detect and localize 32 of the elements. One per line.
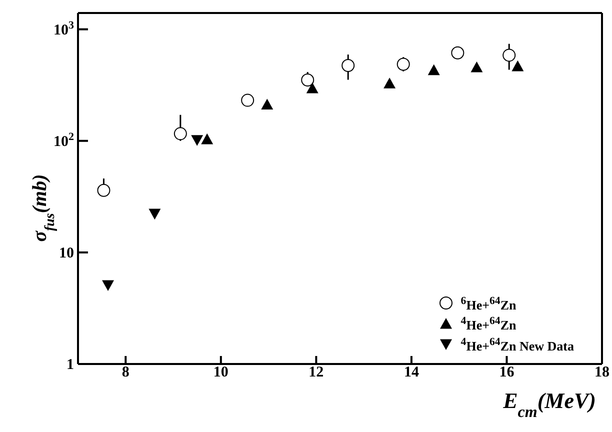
point <box>342 58 355 72</box>
point <box>301 74 314 87</box>
point <box>148 208 161 220</box>
point <box>241 94 254 107</box>
x-tick-label: 18 <box>594 364 610 381</box>
point <box>502 48 516 62</box>
x-tick-label: 10 <box>213 364 228 381</box>
point <box>396 58 410 71</box>
y-tick-label: 1 <box>66 357 74 373</box>
point <box>102 280 114 292</box>
point <box>261 98 274 110</box>
x-tick-label: 14 <box>404 364 420 381</box>
point <box>97 184 110 197</box>
point <box>384 78 396 88</box>
legend-label: $^{4}$He+$^{64}$Zn <box>460 314 516 334</box>
point <box>306 82 318 94</box>
legend-label: $^{4}$He+$^{64}$Zn New Data <box>460 334 574 354</box>
point <box>470 61 483 72</box>
y-tick-label: 10$^{2}$ <box>54 130 74 150</box>
point <box>451 46 464 60</box>
x-tick-label: 12 <box>308 364 324 381</box>
y-tick-label: 10 <box>59 245 74 262</box>
point <box>191 135 204 146</box>
point <box>512 60 524 72</box>
point <box>174 127 187 140</box>
point <box>201 133 214 144</box>
x-axis-title: E$_{cm}$(MeV) <box>502 388 596 420</box>
legend-label: $^{6}$He+$^{64}$Zn <box>460 294 516 314</box>
y-tick-label: 10$^{3}$ <box>54 19 74 38</box>
x-tick-label: 16 <box>499 364 515 381</box>
point <box>428 64 440 76</box>
x-tick-label: 8 <box>122 364 130 381</box>
